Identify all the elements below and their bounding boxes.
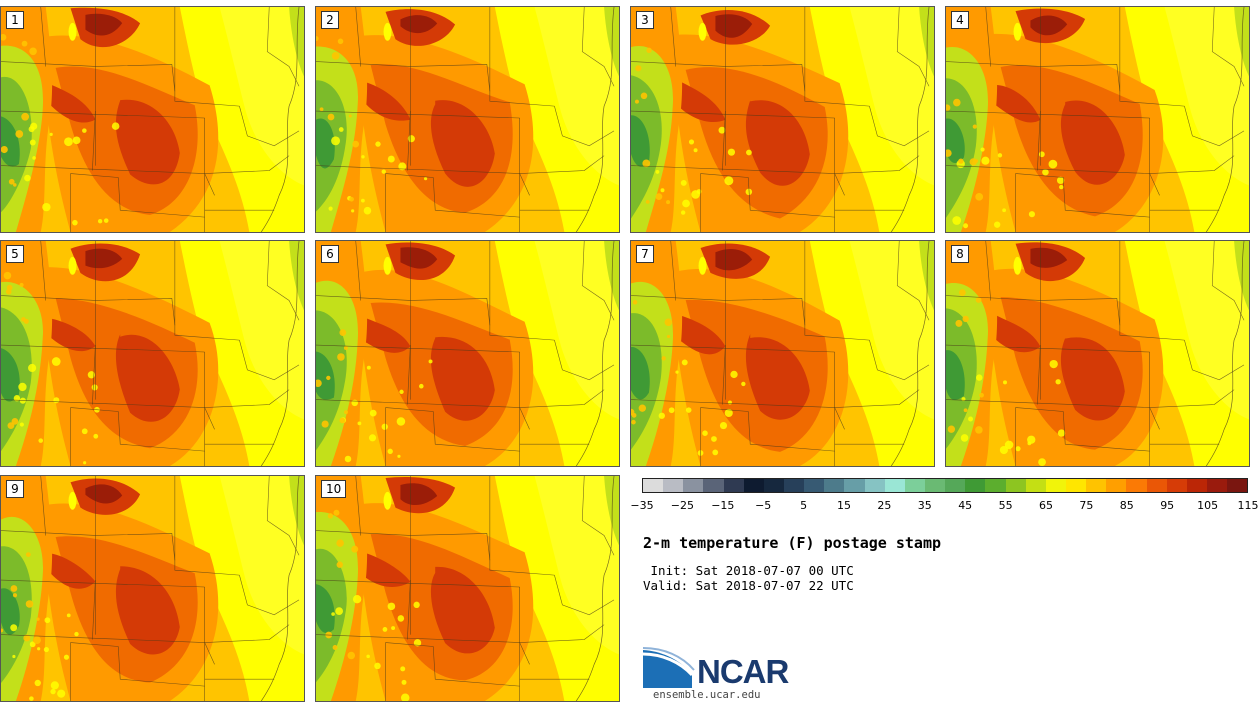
temperature-map-3	[631, 7, 934, 232]
chart-title: 2-m temperature (F) postage stamp	[643, 534, 942, 552]
colorbar-swatch	[884, 479, 905, 492]
ensemble-member-panel-6: 6	[315, 240, 620, 467]
colorbar-tick: 5	[800, 499, 808, 512]
colorbar-tick: −25	[670, 499, 694, 512]
colorbar-swatch	[864, 479, 885, 492]
colorbar-swatch	[1005, 479, 1026, 492]
temperature-map-6	[316, 241, 619, 466]
colorbar-swatch	[1106, 479, 1127, 492]
colorbar-tick: 15	[837, 499, 851, 512]
member-label: 1	[6, 11, 24, 29]
temperature-map-5	[1, 241, 304, 466]
colorbar-tick: −15	[711, 499, 735, 512]
ensemble-member-panel-7: 7	[630, 240, 935, 467]
member-label: 2	[321, 11, 339, 29]
temperature-map-8	[946, 241, 1249, 466]
member-label: 6	[321, 245, 339, 263]
colorbar-swatch	[804, 479, 825, 492]
ncar-logo-text: NCAR	[697, 653, 789, 690]
colorbar-swatch	[1086, 479, 1107, 492]
temperature-map-4	[946, 7, 1249, 232]
ensemble-member-panel-10: 10	[315, 475, 620, 702]
colorbar-tick: 35	[917, 499, 932, 512]
colorbar-swatch	[1065, 479, 1087, 492]
temperature-map-7	[631, 241, 934, 466]
colorbar-swatch	[1025, 479, 1046, 492]
temperature-map-2	[316, 7, 619, 232]
colorbar-tick: 95	[1160, 499, 1175, 512]
colorbar-tick: −5	[755, 499, 772, 512]
temperature-map-10	[316, 476, 619, 701]
temperature-map-9	[1, 476, 304, 701]
colorbar-swatch	[683, 479, 704, 492]
member-label: 7	[636, 245, 654, 263]
temperature-map-1	[1, 7, 304, 232]
ensemble-member-panel-9: 9	[0, 475, 305, 702]
colorbar-swatch	[824, 479, 845, 492]
valid-time: Valid: Sat 2018-07-07 22 UTC	[643, 578, 854, 593]
colorbar-swatch	[1166, 479, 1187, 492]
colorbar-swatch	[1126, 479, 1147, 492]
colorbar-swatch	[1206, 479, 1228, 492]
colorbar-swatch	[643, 479, 664, 492]
colorbar-swatch	[663, 479, 684, 492]
ensemble-member-panel-5: 5	[0, 240, 305, 467]
colorbar-swatch	[844, 479, 865, 492]
ensemble-member-panel-1: 1	[0, 6, 305, 233]
colorbar-swatch	[723, 479, 744, 492]
colorbar-swatch	[985, 479, 1006, 492]
colorbar-swatch	[1186, 479, 1207, 492]
ensemble-member-panel-2: 2	[315, 6, 620, 233]
colorbar-tick: 105	[1197, 499, 1219, 512]
colorbar-swatch	[924, 479, 946, 492]
colorbar-tick: 45	[958, 499, 973, 512]
colorbar-swatch	[945, 479, 966, 492]
ensemble-member-panel-8: 8	[945, 240, 1250, 467]
colorbar-tick-labels: −35 −25 −15 −5 5 15 25 35 45 55 65 75 85 95 105 115	[630, 499, 1258, 513]
colorbar-swatch	[1227, 479, 1248, 492]
member-label: 9	[6, 480, 24, 498]
temperature-colorbar	[642, 478, 1248, 493]
ensemble-member-panel-3: 3	[630, 6, 935, 233]
colorbar-swatch	[904, 479, 925, 492]
colorbar-tick: 25	[877, 499, 892, 512]
colorbar-tick: 115	[1237, 499, 1259, 512]
member-label: 8	[951, 245, 969, 263]
ncar-logo-icon	[642, 647, 695, 688]
ensemble-member-panel-4: 4	[945, 6, 1250, 233]
colorbar-tick: 85	[1119, 499, 1134, 512]
colorbar-swatch	[703, 479, 724, 492]
init-time: Init: Sat 2018-07-07 00 UTC	[643, 563, 854, 578]
colorbar-swatch	[1045, 479, 1066, 492]
member-label: 4	[951, 11, 969, 29]
colorbar-tick: 75	[1079, 499, 1094, 512]
colorbar-swatch	[743, 479, 764, 492]
colorbar-tick: 55	[998, 499, 1013, 512]
colorbar-swatch	[1146, 479, 1167, 492]
colorbar-swatch	[965, 479, 986, 492]
colorbar-swatch	[783, 479, 805, 492]
logo-url: ensemble.ucar.edu	[653, 689, 761, 701]
colorbar-tick: 65	[1039, 499, 1053, 512]
member-label: 3	[636, 11, 654, 29]
colorbar-tick: −35	[630, 499, 654, 512]
colorbar-swatch	[763, 479, 784, 492]
member-label: 10	[321, 480, 347, 498]
member-label: 5	[6, 245, 24, 263]
